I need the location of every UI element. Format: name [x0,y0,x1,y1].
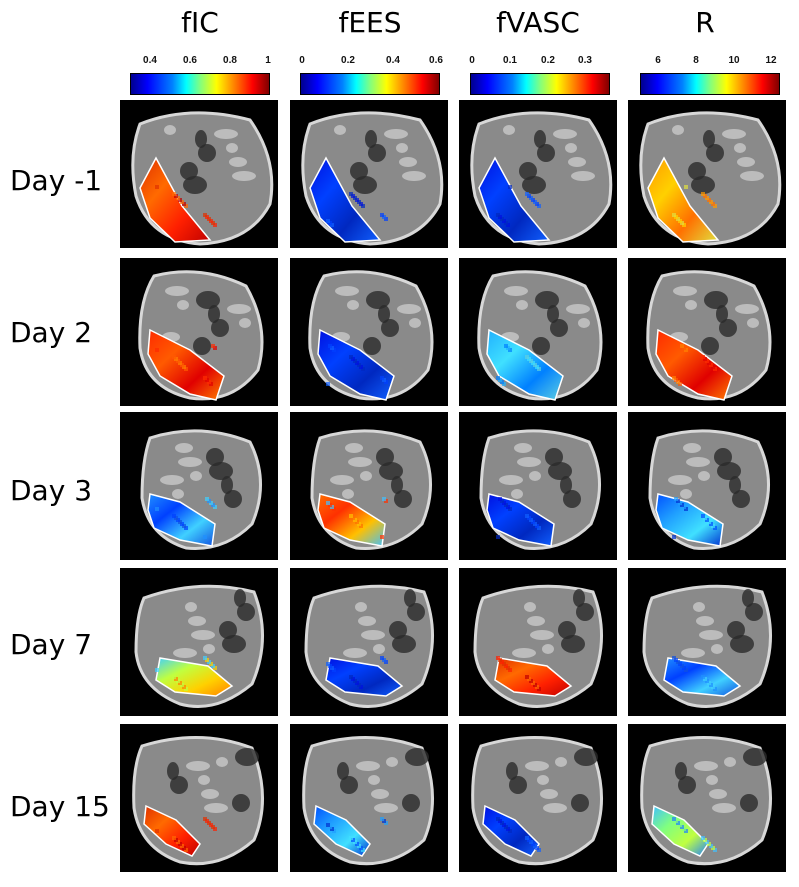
colorbar-tick: 0.4 [386,55,400,66]
colorbar-tick: 0.6 [183,55,197,66]
mri-tile [120,568,278,716]
roi-overlay [143,804,201,857]
mri-slice-image [473,584,603,708]
colorbar-tick: 0 [299,55,305,66]
colorbar-tick: 10 [728,55,740,66]
colorbar-fic: 0.4 0.6 0.8 1 [130,55,271,95]
mri-slice-image [301,111,444,246]
mri-slice-image [304,584,434,708]
mri-slice-image [308,270,434,401]
colorbar-tick: 12 [765,55,777,66]
colorbar-fees: 0 0.2 0.4 0.6 [299,55,443,95]
roi-overlay [325,657,404,697]
mri-tile [290,258,448,406]
mri-slice-image [640,735,772,866]
column-title-fvasc: fVASC [496,6,580,39]
roi-overlay [651,804,709,857]
mri-tile [628,568,786,716]
colorbar-tick: 8 [693,55,699,66]
roi-overlay [155,657,234,697]
mri-tile [290,568,448,716]
colorbar-fvasc: 0 0.1 0.2 0.3 [469,55,610,95]
colorbar-tick: 6 [655,55,661,66]
mri-slice-image [140,429,262,550]
column-title-fic: fIC [181,6,219,39]
mri-slice-image [648,429,770,550]
colorbar-tick: 0.4 [143,55,157,66]
mri-tile [628,724,786,872]
colorbar-tick: 0.2 [541,55,555,66]
mri-tile [290,724,448,872]
colorbar-gradient [130,73,270,95]
roi-overlay [478,156,551,243]
mri-slice-image [470,111,613,246]
colorbar-tick: 1 [265,55,271,66]
mri-slice-image [646,270,772,401]
mri-tile [459,100,617,248]
mri-tile [628,258,786,406]
column-title-fees: fEES [338,6,402,39]
mri-slice-image [134,584,264,708]
colorbar-tick: 0.1 [503,55,517,66]
row-label-day-3: Day 3 [10,474,93,507]
colorbar-tick: 0 [469,55,475,66]
mri-tile [120,412,278,560]
mri-slice-image [131,111,274,246]
roi-overlay [486,493,555,547]
mri-tile [459,412,617,560]
mri-slice-image [310,429,432,550]
roi-overlay [494,657,573,697]
mri-slice-image [132,735,264,866]
mri-slice-image [479,429,601,550]
colorbar-r: 6 8 10 12 [640,55,780,95]
row-label-day-7: Day 7 [10,628,93,661]
row-label-day-2: Day 2 [10,316,93,349]
colorbar-gradient [470,73,610,95]
mri-tile [120,100,278,248]
mri-slice-image [302,735,434,866]
colorbar-tick: 0.3 [578,55,592,66]
colorbar-gradient [640,73,780,95]
mri-slice-image [138,270,264,401]
roi-overlay [655,493,724,547]
colorbar-gradient [300,73,440,95]
column-title-r: R [695,6,715,39]
mri-slice-image [642,584,772,708]
colorbar-tick: 0.8 [223,55,237,66]
mri-tile [120,724,278,872]
roi-overlay [655,328,733,401]
mri-tile [290,412,448,560]
row-label-day-minus-1: Day -1 [10,164,103,197]
mri-tile [290,100,448,248]
mri-tile [459,724,617,872]
row-label-day-15: Day 15 [10,790,110,823]
roi-overlay [647,156,720,243]
colorbar-tick: 0.6 [429,55,443,66]
colorbar-tick: 0.2 [341,55,355,66]
mri-tile [120,258,278,406]
mri-slice-image [477,270,603,401]
mri-tile [459,258,617,406]
mri-slice-image [639,111,782,246]
mri-tile [459,568,617,716]
mri-tile [628,100,786,248]
mri-tile [628,412,786,560]
mri-slice-image [471,735,603,866]
